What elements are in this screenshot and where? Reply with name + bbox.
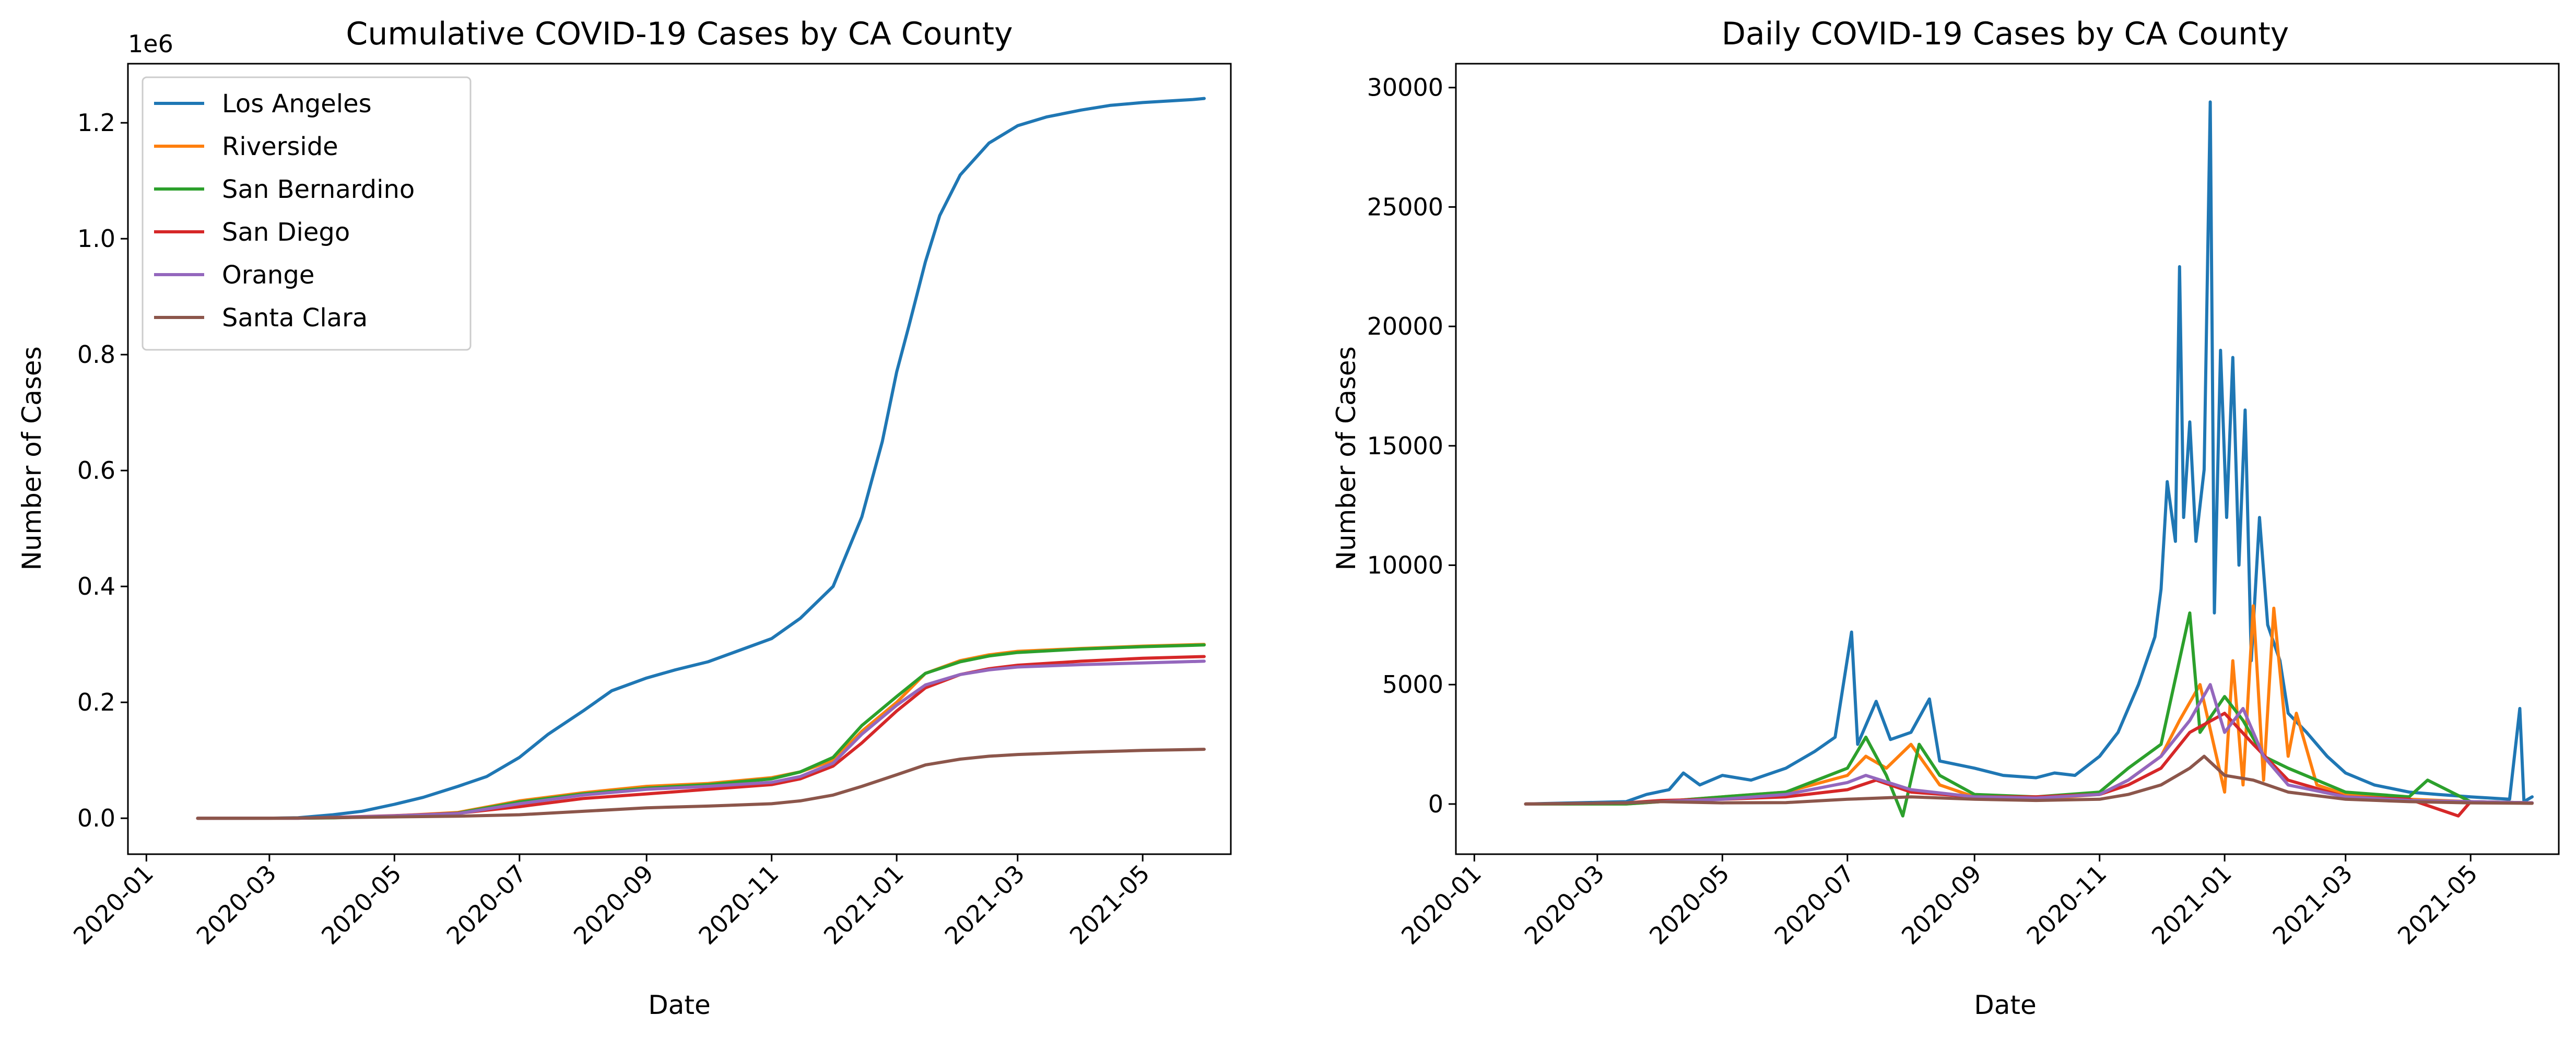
legend-label-san-diego: San Diego (222, 218, 350, 247)
daily-chart-y-tick-label: 10000 (1367, 551, 1443, 580)
daily-chart-y-tick-label: 15000 (1367, 432, 1443, 460)
cumulative-chart-y-tick-label: 0.8 (77, 340, 115, 369)
cumulative-chart-xlabel: Date (648, 990, 711, 1020)
legend: Los Angeles Riverside San Bernardino San Di… (142, 76, 472, 351)
legend-box (142, 76, 472, 351)
daily-chart-y-tick-label: 30000 (1367, 74, 1443, 102)
daily-chart-y-tick-label: 0 (1428, 790, 1443, 818)
cumulative-chart-y-tick-label: 0.2 (77, 688, 115, 716)
cumulative-chart-lines (196, 97, 1206, 820)
cumulative-chart: Cumulative COVID-19 Cases by CA County D… (17, 16, 1232, 1020)
cumulative-chart-y-tick-label: 1.0 (77, 225, 115, 253)
legend-label-santa-clara: Santa Clara (222, 303, 368, 333)
legend-label-san-bernardino: San Bernardino (222, 175, 415, 204)
legend-label-los-angeles: Los Angeles (222, 89, 372, 119)
daily-chart-frame (1455, 63, 2560, 855)
legend-label-orange: Orange (222, 261, 314, 290)
daily-chart-xlabel: Date (1974, 990, 2037, 1020)
daily-chart-lines (1524, 100, 2534, 818)
daily-chart-ylabel: Number of Cases (1331, 346, 1361, 570)
daily-chart-series-santa-clara (1524, 754, 2534, 806)
cumulative-chart-series-los-angeles (196, 97, 1206, 820)
cumulative-chart-y-offset: 1e6 (128, 30, 173, 58)
cumulative-chart-series-santa-clara (196, 748, 1206, 820)
daily-chart-series-los-angeles (1524, 100, 2534, 806)
cumulative-chart-y-tick-label: 0.4 (77, 572, 115, 600)
cumulative-chart-y-tick-label: 1.2 (77, 109, 115, 137)
cumulative-chart-ylabel: Number of Cases (17, 346, 47, 570)
daily-chart-y-tick-label: 5000 (1382, 670, 1443, 699)
daily-chart-y-tick-label: 25000 (1367, 193, 1443, 221)
cumulative-chart-frame (127, 63, 1232, 855)
daily-chart-series-san-bernardino (1524, 611, 2534, 818)
daily-chart-series-orange (1524, 683, 2534, 806)
cumulative-chart-y-tick-label: 0.6 (77, 456, 115, 485)
legend-label-riverside: Riverside (222, 132, 338, 161)
daily-chart-y-tick-label: 20000 (1367, 312, 1443, 340)
daily-chart-series-riverside (1524, 604, 2534, 806)
cumulative-chart-title: Cumulative COVID-19 Cases by CA County (346, 16, 1013, 52)
cumulative-chart-y-tick-label: 0.0 (77, 804, 115, 832)
daily-chart-title: Daily COVID-19 Cases by CA County (1722, 16, 2289, 52)
